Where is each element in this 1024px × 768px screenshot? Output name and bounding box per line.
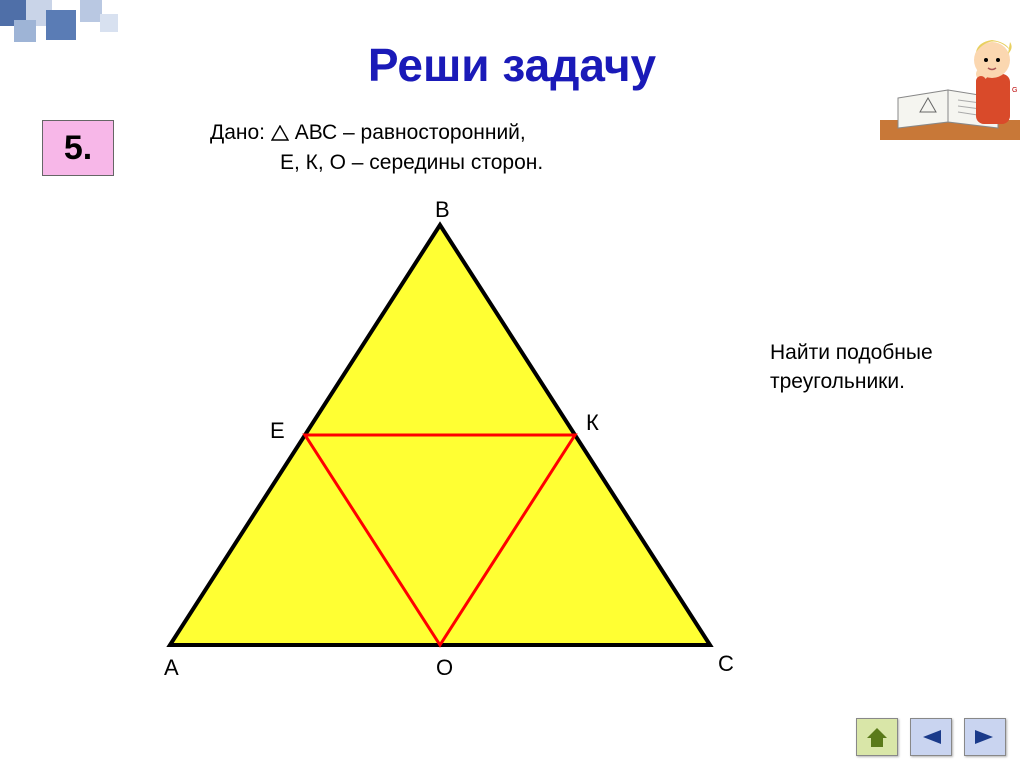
triangle-icon <box>271 125 289 141</box>
given-line2: Е, К, О – середины сторон. <box>210 148 543 178</box>
prev-button[interactable] <box>910 718 952 756</box>
given-block: Дано: АВС – равносторонний, Е, К, О – се… <box>210 118 543 179</box>
midpoint-label-e: Е <box>270 418 285 444</box>
vertex-label-b: В <box>435 197 450 223</box>
given-prefix: Дано: <box>210 121 271 144</box>
deco-sq <box>80 0 102 22</box>
arrow-right-icon <box>973 727 997 747</box>
problem-number: 5. <box>64 129 92 168</box>
given-line1: АВС – равносторонний, <box>295 121 526 144</box>
vertex-label-a: А <box>164 655 179 681</box>
midpoint-label-o: О <box>436 655 453 681</box>
home-icon <box>864 725 890 749</box>
page-title: Реши задачу <box>0 38 1024 92</box>
task-line2: треугольники. <box>770 367 990 396</box>
problem-number-badge: 5. <box>42 120 114 176</box>
vertex-label-c: С <box>718 651 734 677</box>
nav-buttons <box>856 718 1006 756</box>
next-button[interactable] <box>964 718 1006 756</box>
arrow-left-icon <box>919 727 943 747</box>
midpoint-label-k: К <box>586 410 599 436</box>
task-block: Найти подобные треугольники. <box>770 338 990 397</box>
home-button[interactable] <box>856 718 898 756</box>
triangle-diagram: А В С Е К О <box>120 215 760 685</box>
deco-sq <box>100 14 118 32</box>
task-line1: Найти подобные <box>770 338 990 367</box>
deco-sq <box>46 10 76 40</box>
